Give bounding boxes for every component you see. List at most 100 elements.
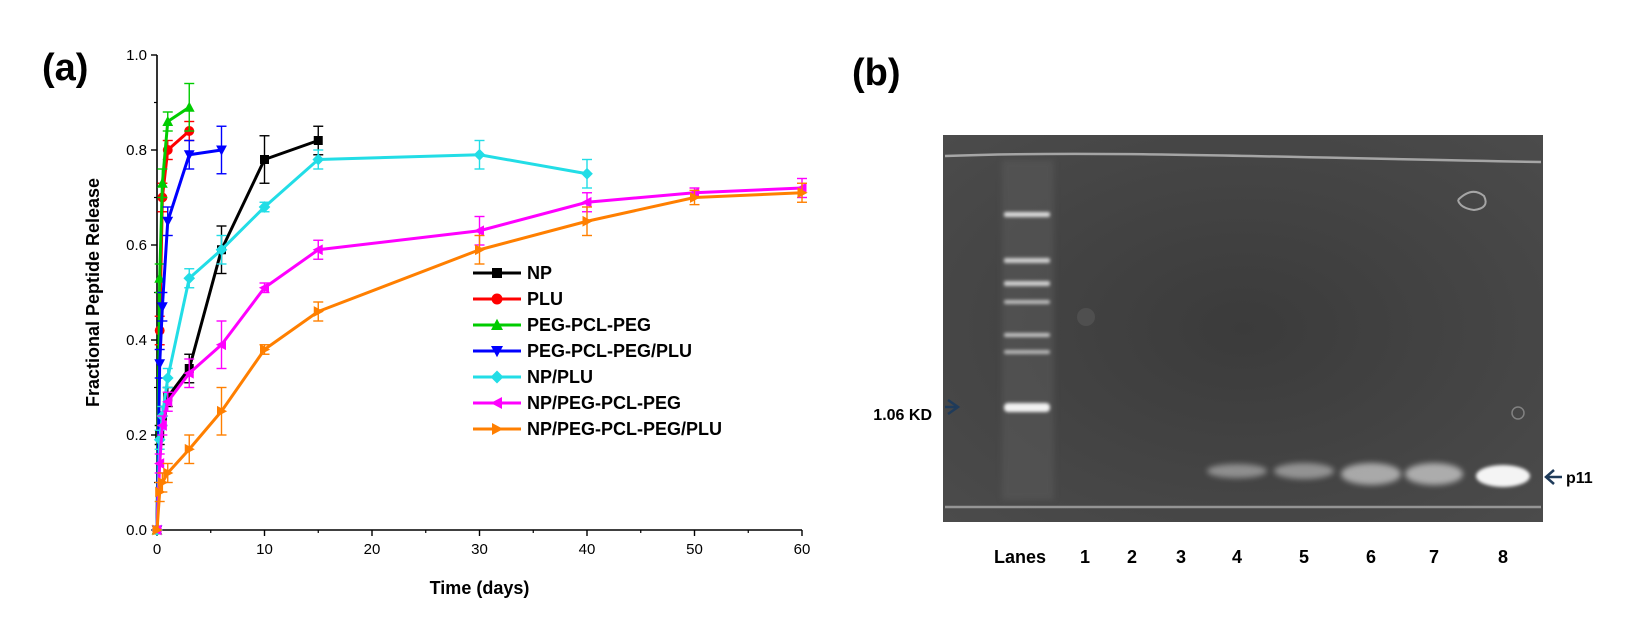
data-point	[215, 339, 226, 351]
x-tick-label: 40	[579, 541, 596, 558]
data-point	[152, 524, 163, 536]
data-point	[162, 216, 174, 227]
data-point	[797, 187, 808, 199]
data-point	[473, 225, 484, 237]
data-point	[184, 443, 195, 455]
lane-label: 3	[1176, 547, 1186, 567]
y-tick-label: 0.6	[126, 237, 147, 254]
legend-label: NP/PEG-PCL-PEG	[527, 393, 681, 413]
data-point	[313, 136, 323, 145]
sample-bands	[1077, 190, 1530, 487]
data-point	[183, 150, 195, 161]
ladder-band-1.06kd	[1004, 403, 1050, 412]
panel-a-chart: (a) 0 10 20 30 40 50 60 0.0 0.2 0.4 0.6 0.8 1.0 Time…	[42, 47, 810, 598]
panel-b-gel: (b)	[852, 52, 1593, 567]
legend-marker	[492, 423, 504, 435]
legend-label: NP	[527, 263, 552, 283]
data-point	[157, 477, 168, 488]
data-point	[475, 244, 486, 256]
data-point	[313, 306, 324, 317]
ladder-band	[1004, 281, 1050, 286]
lane-label: 6	[1366, 547, 1376, 567]
legend-entry: PEG-PCL-PEG/PLU	[473, 341, 692, 361]
marker-arrow	[945, 398, 961, 416]
lane-label: 1	[1080, 547, 1090, 567]
y-tick-label: 0.4	[126, 332, 147, 349]
data-point	[161, 372, 174, 384]
y-tick-label: 0.8	[126, 142, 147, 159]
ladder-lane	[1002, 160, 1054, 500]
data-point	[163, 467, 174, 479]
data-point	[217, 405, 228, 417]
x-tick-label: 20	[364, 541, 381, 558]
ladder-band	[1004, 300, 1050, 304]
band-lane-5	[1274, 463, 1334, 479]
data-point	[312, 244, 323, 256]
data-point	[183, 367, 194, 379]
legend-entry: NP	[473, 263, 552, 283]
data-point	[162, 115, 174, 126]
gel-bubble	[1511, 406, 1525, 420]
data-point	[258, 201, 271, 213]
band-lane-6	[1341, 463, 1401, 485]
band-arrow	[1544, 469, 1562, 485]
legend-entry: PEG-PCL-PEG	[473, 315, 651, 335]
data-point	[582, 215, 593, 227]
series-line	[155, 148, 222, 531]
data-point	[258, 282, 269, 294]
x-tick-label: 0	[153, 541, 161, 558]
legend-label: NP/PLU	[527, 367, 593, 387]
x-tick-label: 50	[686, 541, 703, 558]
data-point	[155, 486, 166, 498]
legend-label: PEG-PCL-PEG	[527, 315, 651, 335]
x-tick-label: 10	[256, 541, 273, 558]
legend-label: PEG-PCL-PEG/PLU	[527, 341, 692, 361]
data-point	[581, 167, 593, 180]
data-point	[473, 148, 486, 161]
legend-label: NP/PEG-PCL-PEG/PLU	[527, 419, 722, 439]
band-lane-8	[1476, 465, 1530, 487]
x-axis-title: Time (days)	[430, 578, 530, 598]
data-point	[183, 272, 196, 285]
data-point	[154, 359, 166, 370]
lane-label: 4	[1232, 547, 1242, 567]
lane-labels: 1 2 3 4 5 6 7 8	[1080, 547, 1508, 567]
data-point	[156, 177, 168, 188]
band-arrow-head	[1544, 469, 1555, 485]
data-point	[260, 155, 269, 164]
x-tick-label: 60	[794, 541, 811, 558]
lane-label: 5	[1299, 547, 1309, 567]
legend-entry: NP/PLU	[473, 367, 593, 387]
legend-marker	[491, 293, 503, 305]
legend-entry: PLU	[473, 289, 563, 309]
ladder-band	[1004, 212, 1050, 217]
ladder-smear	[1002, 160, 1054, 500]
legend-marker	[492, 268, 502, 278]
lane-label: 7	[1429, 547, 1439, 567]
series-line	[155, 186, 803, 531]
y-tick-label: 0.0	[126, 522, 147, 539]
gel-top-edge	[944, 152, 1542, 164]
lane-label: 8	[1498, 547, 1508, 567]
data-point	[690, 192, 701, 203]
data-point	[156, 420, 167, 431]
data-point	[162, 396, 173, 408]
lanes-label: Lanes	[994, 547, 1046, 567]
data-point	[183, 101, 195, 112]
data-point	[312, 153, 325, 166]
series-np-peg-pcl-peg-plu	[152, 182, 808, 536]
ladder-band	[1004, 333, 1050, 337]
data-point	[215, 243, 228, 256]
marker-arrow-head	[947, 398, 961, 416]
legend-marker	[490, 370, 504, 384]
lane-label: 2	[1127, 547, 1137, 567]
band-label: p11	[1566, 470, 1593, 487]
data-point	[581, 196, 592, 208]
legend-label: PLU	[527, 289, 563, 309]
panel-b-label: (b)	[852, 52, 901, 94]
y-tick-label: 0.2	[126, 427, 147, 444]
legend-marker	[491, 346, 503, 358]
data-point	[154, 272, 166, 283]
data-point	[154, 458, 165, 469]
